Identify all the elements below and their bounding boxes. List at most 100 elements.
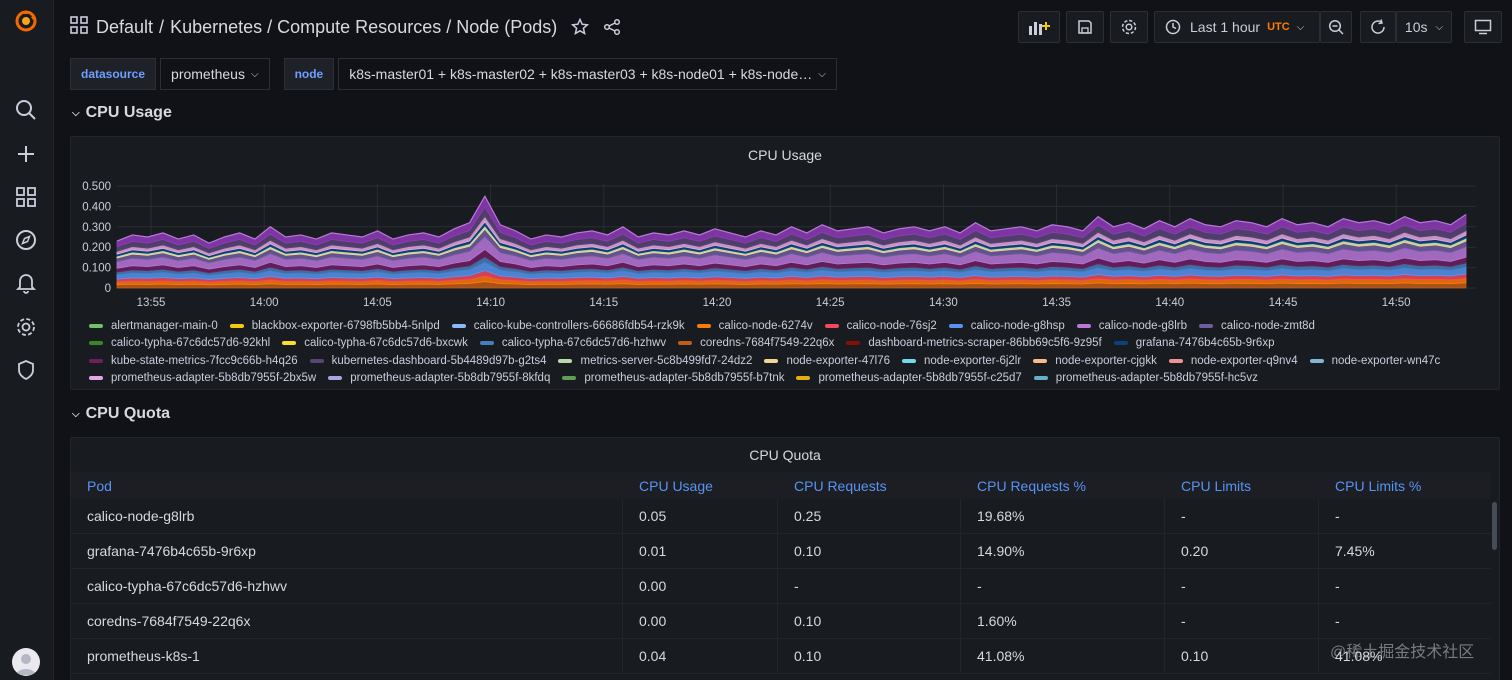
dashboard-title[interactable]: Kubernetes / Compute Resources / Node (P… [170,16,558,37]
user-avatar[interactable] [12,648,40,676]
legend-item[interactable]: prometheus-adapter-5b8db7955f-2bx5w [89,372,316,384]
x-tick-label: 14:40 [1155,297,1184,309]
legend-item[interactable]: prometheus-adapter-5b8db7955f-b7tnk [562,372,784,384]
legend-item[interactable]: calico-typha-67c6dc57d6-92khl [89,337,270,349]
tv-mode-button[interactable] [1464,11,1502,43]
table-cell: 19.68% [961,498,1165,534]
legend-item[interactable]: calico-kube-controllers-66686fdb54-rzk9k [451,320,685,332]
legend-item[interactable]: coredns-7684f7549-22q6x [678,337,834,349]
legend-swatch [562,376,577,381]
table-row: grafana-7476b4c65b-9r6xp 0.01 0.10 14.90… [71,533,1491,569]
legend-label: calico-typha-67c6dc57d6-92khl [111,337,271,350]
table-cell: - [778,568,961,604]
column-header-cpu-limits[interactable]: CPU Limits [1181,477,1252,494]
legend-item[interactable]: alertmanager-main-0 [89,320,218,332]
legend-row: prometheus-adapter-5b8db7955f-2bx5w prome… [89,370,1499,388]
legend-item[interactable]: calico-node-6274v [696,320,813,332]
legend-item[interactable]: prometheus-adapter-5b8db7955f-c25d7 [796,372,1022,385]
grafana-logo-icon[interactable] [13,8,39,34]
save-icon [1078,20,1092,34]
table-cell: 1.60% [961,603,1165,639]
dashboards-icon[interactable] [13,184,39,210]
share-icon[interactable] [603,18,621,36]
time-range-picker[interactable]: Last 1 hour UTC ⌵ [1154,11,1320,43]
total-line [116,194,1467,244]
add-panel-button[interactable] [1018,11,1060,43]
legend-item[interactable]: blackbox-exporter-6798fb5bb4-5nlpd [229,319,440,332]
legend-item[interactable]: node-exporter-wn47c [1309,355,1440,367]
legend-item[interactable]: node-exporter-6j2lr [902,355,1021,367]
breadcrumb-folder[interactable]: Default [96,16,154,37]
legend-label: node-exporter-cjgkk [1055,354,1157,367]
variable-select-datasource[interactable]: prometheus ⌵ [160,58,270,90]
legend-item[interactable]: calico-node-g8lrb [1076,320,1187,332]
refresh-button[interactable] [1360,11,1396,43]
legend-item[interactable]: calico-typha-67c6dc57d6-bxcwk [282,337,468,349]
star-icon[interactable] [571,18,590,36]
legend-swatch [696,323,711,328]
legend-label: kube-state-metrics-7fcc9c66b-h4q26 [111,354,298,367]
legend-item[interactable]: node-exporter-cjgkk [1033,355,1157,367]
legend-row: calico-typha-67c6dc57d6-92khl calico-typh… [89,335,1499,353]
x-tick-label: 14:25 [816,297,845,309]
table-cell: - [1165,603,1319,639]
breadcrumb-separator: / [159,16,165,37]
legend-item[interactable]: kubernetes-dashboard-5b4489d97b-g2ts4 [309,355,546,367]
refresh-interval-picker[interactable]: 10s ⌵ [1396,11,1452,43]
legend-item[interactable]: metrics-server-5c8b499fd7-24dz2 [558,355,752,367]
legend-item[interactable]: dashboard-metrics-scraper-86bb69c5f6-9z9… [846,337,1102,349]
save-dashboard-button[interactable] [1066,11,1104,43]
legend-item[interactable]: node-exporter-47l76 [764,355,890,367]
column-header-cpu-usage[interactable]: CPU Usage [639,477,713,494]
legend-label: prometheus-adapter-5b8db7955f-c25d7 [818,372,1022,385]
table-cell: prometheus-k8s-1 [71,638,623,674]
chart-legend: alertmanager-main-0 blackbox-exporter-679… [89,317,1499,387]
table-row: calico-typha-67c6dc57d6-hzhwv 0.00 - - -… [71,568,1491,604]
explore-compass-icon[interactable] [13,227,39,253]
breadcrumb: Default / Kubernetes / Compute Resources… [70,14,621,40]
zoom-out-button[interactable] [1320,11,1352,43]
column-header-cpu-limits-pct[interactable]: CPU Limits % [1335,477,1422,494]
column-header-cpu-requests[interactable]: CPU Requests [794,477,887,494]
table-cell: - [1335,578,1340,594]
variable-label-node: node [283,58,335,90]
x-tick-label: 14:30 [929,297,958,309]
add-panel-icon [1029,22,1050,35]
table-cell: 0.20 [1165,533,1319,569]
table-cell: 0.25 [778,498,961,534]
panel-title[interactable]: CPU Quota [749,447,821,463]
legend-row: kube-state-metrics-7fcc9c66b-h4q26 kubern… [89,352,1499,370]
alerting-bell-icon[interactable] [13,270,39,296]
legend-item[interactable]: kube-state-metrics-7fcc9c66b-h4q26 [89,355,298,367]
table-cell: 0.00 [623,568,778,604]
table-cell: 0.00 [623,603,778,639]
legend-swatch [1168,358,1183,363]
legend-item[interactable]: calico-node-zmt8d [1198,320,1315,332]
column-header-cpu-requests-pct[interactable]: CPU Requests % [977,477,1086,494]
legend-item[interactable]: prometheus-adapter-5b8db7955f-8kfdq [328,372,550,384]
legend-item[interactable]: calico-node-g8hsp [948,320,1065,332]
legend-item[interactable]: prometheus-adapter-5b8db7955f-hc5vz [1033,372,1258,384]
table-cell: 7.45% [1335,543,1375,559]
legend-label: grafana-7476b4c65b-9r6xp [1135,337,1275,350]
legend-item[interactable]: node-exporter-q9nv4 [1168,355,1298,367]
row-title: CPU Usage [85,104,172,121]
legend-item[interactable]: grafana-7476b4c65b-9r6xp [1113,337,1275,350]
search-icon[interactable] [13,97,39,123]
legend-item[interactable]: calico-typha-67c6dc57d6-hzhwv [479,337,666,349]
legend-swatch [846,341,861,346]
legend-swatch [1076,323,1091,328]
table-scrollbar[interactable] [1492,502,1497,550]
row-header-cpu-quota[interactable]: ⌵ CPU Quota [72,403,170,425]
shield-icon[interactable] [13,357,39,383]
column-header-pod[interactable]: Pod [87,477,112,494]
row-header-cpu-usage[interactable]: ⌵ CPU Usage [72,102,172,124]
dashboard-settings-button[interactable] [1110,11,1148,43]
variable-select-node[interactable]: k8s-master01 + k8s-master02 + k8s-master… [338,58,837,90]
table-cell: 41.08% [961,638,1165,674]
plus-icon[interactable] [13,141,39,167]
settings-gear-icon[interactable] [13,314,39,340]
panel-title[interactable]: CPU Usage [748,147,822,163]
legend-item[interactable]: calico-node-76sj2 [824,320,937,332]
legend-label: blackbox-exporter-6798fb5bb4-5nlpd [251,319,440,332]
